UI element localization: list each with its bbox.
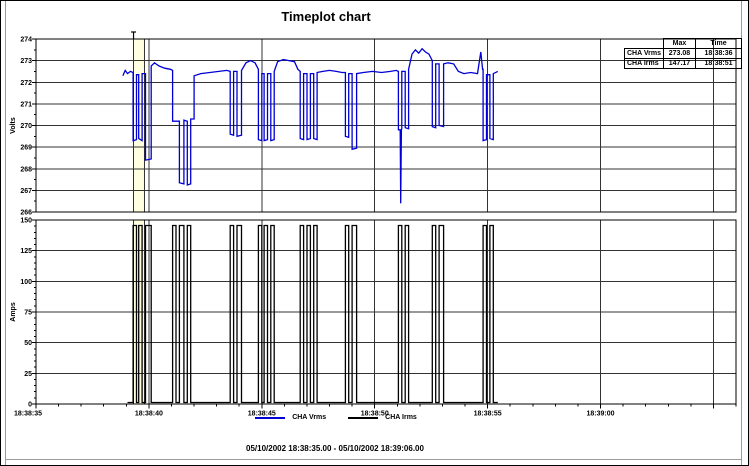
- stats-irms-label: CHA Irms: [624, 58, 664, 69]
- stats-irms-time: 18:38:51: [694, 58, 742, 69]
- stats-row-irms: CHA Irms 147.17 18:38:51: [624, 58, 742, 69]
- stats-vrms-max: 273.08: [662, 48, 696, 59]
- stats-row-vrms: CHA Vrms 273.08 18:38:36: [624, 48, 742, 59]
- window-frame-right: [741, 1, 742, 465]
- amps-plot-y-tick-label: 0: [28, 402, 32, 409]
- amps-plot-y-tick-label: 150: [20, 218, 32, 225]
- amps-plot-y-tick-label: 125: [20, 248, 32, 255]
- amps-plot-border: [35, 219, 737, 405]
- x-tick-label: 18:38:55: [474, 411, 502, 418]
- amps-plot-y-tick-label: 100: [20, 279, 32, 286]
- series-cha-irms: [127, 224, 498, 404]
- window-frame-left: [5, 1, 6, 465]
- volts-plot-y-tick-label: 271: [20, 101, 32, 108]
- x-tick-label: 18:38:45: [248, 411, 276, 418]
- time-range-text: 05/10/2002 18:38:35.00 - 05/10/2002 18:3…: [246, 444, 424, 453]
- volts-plot-y-axis: 274 273 272 271 270 269 268 267 266: [20, 37, 36, 217]
- x-tick-label: 18:38:40: [135, 411, 163, 418]
- volts-plot-border: [35, 38, 737, 213]
- max-stats-table: Max Time CHA Vrms 273.08 18:38:36 CHA Ir…: [624, 38, 742, 69]
- stats-header-max: Max: [662, 38, 696, 49]
- stats-vrms-label: CHA Vrms: [624, 48, 664, 59]
- legend-item-irms: CHA Irms: [348, 414, 417, 421]
- volts-plot-y-tick-label: 272: [20, 80, 32, 87]
- y-axis-title-amps: Amps: [10, 302, 17, 322]
- amps-plot-y-tick-label: 50: [24, 340, 32, 347]
- amps-plot-y-tick-label: 75: [24, 310, 32, 317]
- amps-plot-y-tick-label: 25: [24, 371, 32, 378]
- x-tick-label: 18:39:00: [587, 411, 615, 418]
- stats-header-blank: [625, 39, 664, 49]
- window-frame-bottom: [5, 459, 742, 460]
- x-axis: 18:38:35 18:38:40 18:38:45 18:38:50 18:38:55…: [14, 404, 737, 418]
- legend-label-irms: CHA Irms: [385, 414, 417, 421]
- volts-plot-y-tick-label: 266: [20, 210, 32, 217]
- volts-plot-y-tick-label: 274: [20, 37, 32, 44]
- cursor-handle[interactable]: [131, 31, 137, 39]
- amps-plot-grid: [36, 220, 736, 404]
- volts-plot-y-tick-label: 269: [20, 145, 32, 152]
- x-tick-label: 18:38:35: [14, 411, 42, 418]
- vrms-line-swatch: [255, 416, 286, 419]
- stats-header-row: Max Time: [625, 38, 742, 49]
- volts-plot-y-tick-label: 268: [20, 166, 32, 173]
- chart-legend: CHA Vrms CHA Irms: [1, 414, 671, 421]
- x-tick-label: 18:38:50: [361, 411, 389, 418]
- stats-irms-max: 147.17: [662, 58, 696, 69]
- y-axis-title-volts: Volts: [10, 117, 17, 134]
- volts-plot-y-tick-label: 270: [20, 123, 32, 130]
- stats-header-time: Time: [694, 38, 742, 49]
- irms-line-swatch: [348, 416, 379, 419]
- volts-plot-y-tick-label: 267: [20, 188, 32, 195]
- series-cha-vrms: [122, 47, 499, 204]
- volts-plot-y-tick-label: 273: [20, 58, 32, 65]
- amps-plot-y-axis: 150 125 100 75 50 25 0: [20, 218, 36, 409]
- stats-vrms-time: 18:38:36: [694, 48, 742, 59]
- legend-label-vrms: CHA Vrms: [292, 414, 327, 421]
- chart-title: Timeplot chart: [281, 9, 371, 24]
- legend-item-vrms: CHA Vrms: [255, 414, 326, 421]
